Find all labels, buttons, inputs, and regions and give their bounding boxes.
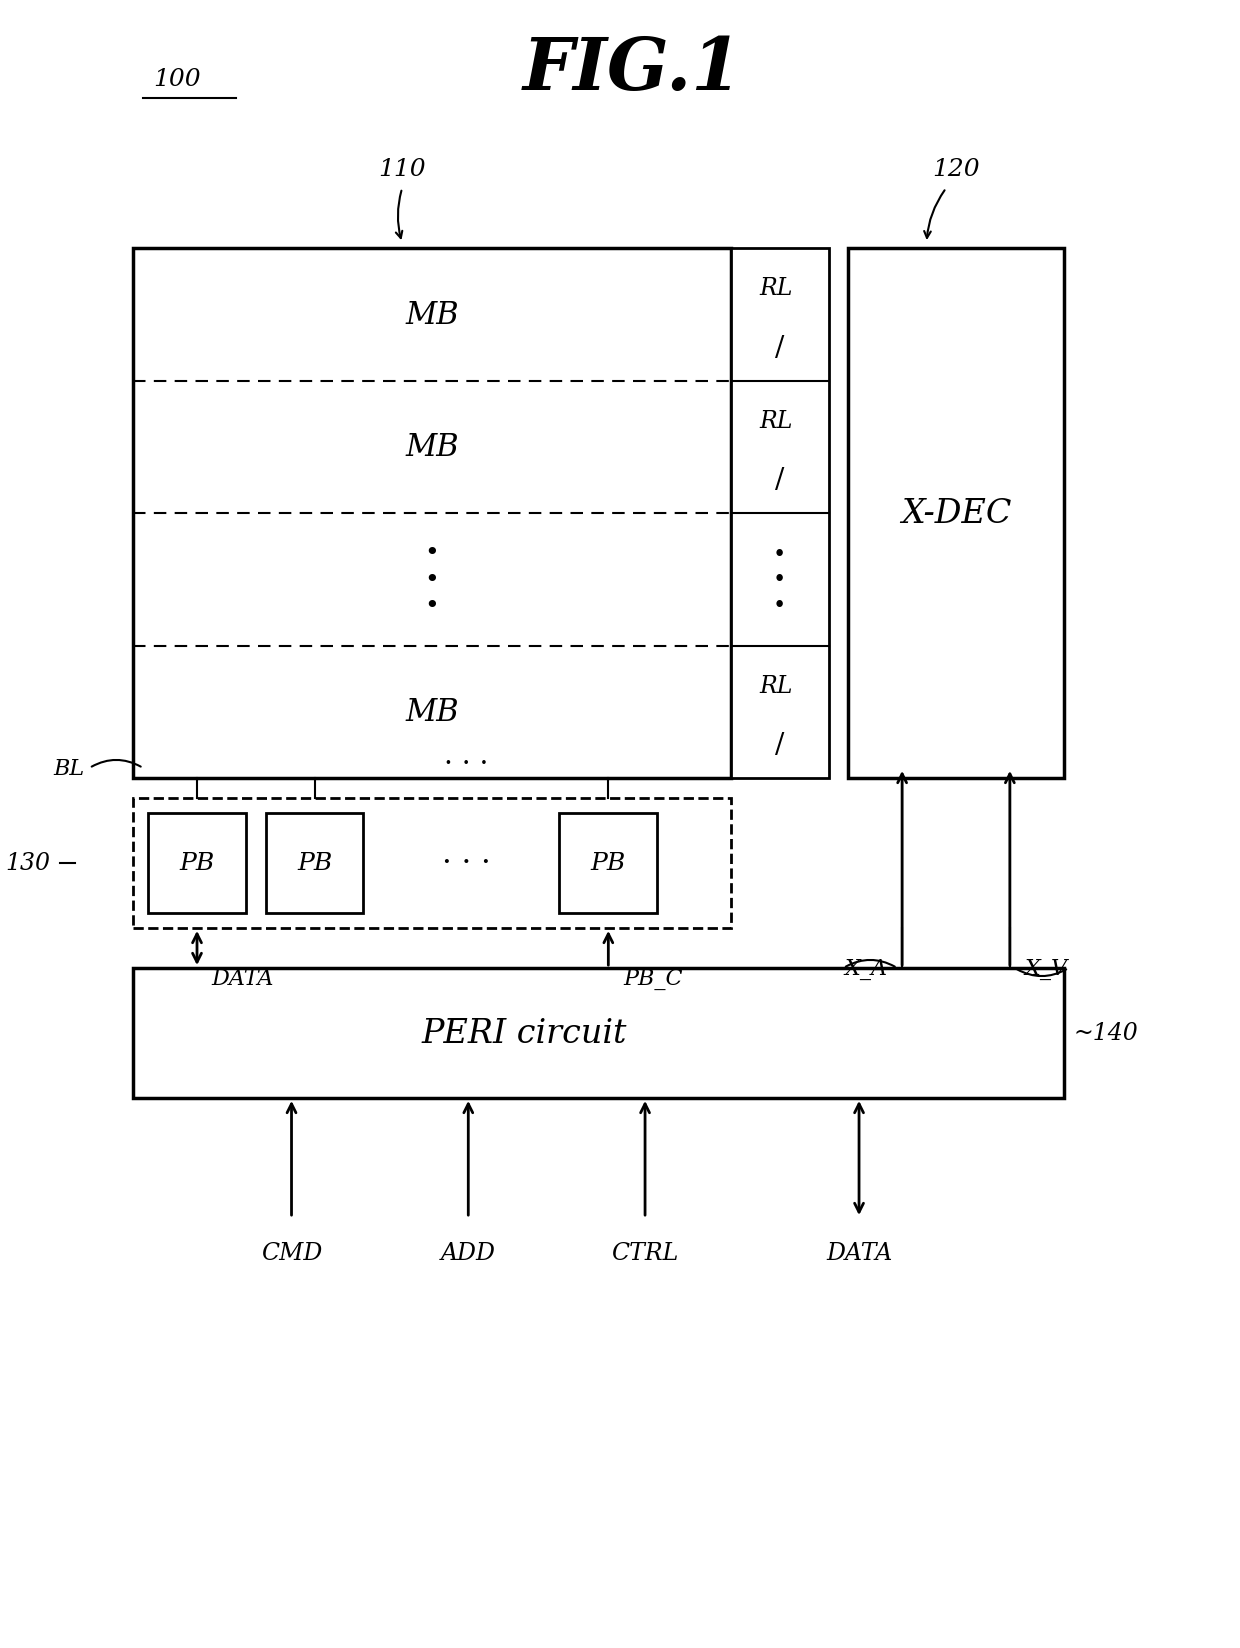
Text: RL: RL <box>759 409 792 432</box>
Text: PERI circuit: PERI circuit <box>422 1017 626 1050</box>
Text: · · ·: · · · <box>444 750 489 776</box>
Text: /: / <box>775 466 785 494</box>
Text: BL: BL <box>53 758 84 780</box>
Text: RL: RL <box>759 277 792 300</box>
Text: •
•
•: • • • <box>773 544 786 616</box>
Bar <box>134 799 730 928</box>
Bar <box>265 814 363 913</box>
Text: 110: 110 <box>378 158 427 180</box>
Text: PB: PB <box>590 852 626 875</box>
Text: PB: PB <box>180 852 215 875</box>
Text: X-DEC: X-DEC <box>900 498 1011 529</box>
Text: CTRL: CTRL <box>611 1241 678 1264</box>
Text: RL: RL <box>759 674 792 697</box>
Text: /: / <box>775 335 785 361</box>
Text: 120: 120 <box>932 158 980 180</box>
Bar <box>134 969 1064 1098</box>
Text: 130: 130 <box>5 852 50 875</box>
Bar <box>134 249 730 778</box>
Text: /: / <box>775 732 785 760</box>
Bar <box>848 249 1064 778</box>
Text: CMD: CMD <box>260 1241 322 1264</box>
Text: FIG.1: FIG.1 <box>523 33 743 104</box>
Bar <box>148 814 246 913</box>
Text: X_V: X_V <box>1024 957 1068 979</box>
Bar <box>559 814 657 913</box>
Text: MB: MB <box>405 300 459 331</box>
Text: PB: PB <box>296 852 332 875</box>
Text: PB_C: PB_C <box>622 967 682 989</box>
Text: 100: 100 <box>153 68 201 91</box>
Text: •
•
•: • • • <box>424 542 439 618</box>
Text: MB: MB <box>405 432 459 463</box>
Text: MB: MB <box>405 697 459 728</box>
Text: ADD: ADD <box>440 1241 496 1264</box>
Text: · · ·: · · · <box>441 849 491 878</box>
Text: X_A: X_A <box>844 957 888 979</box>
Text: ~140: ~140 <box>1074 1022 1138 1045</box>
Text: DATA: DATA <box>212 967 274 989</box>
Bar <box>730 249 828 778</box>
Text: DATA: DATA <box>826 1241 892 1264</box>
